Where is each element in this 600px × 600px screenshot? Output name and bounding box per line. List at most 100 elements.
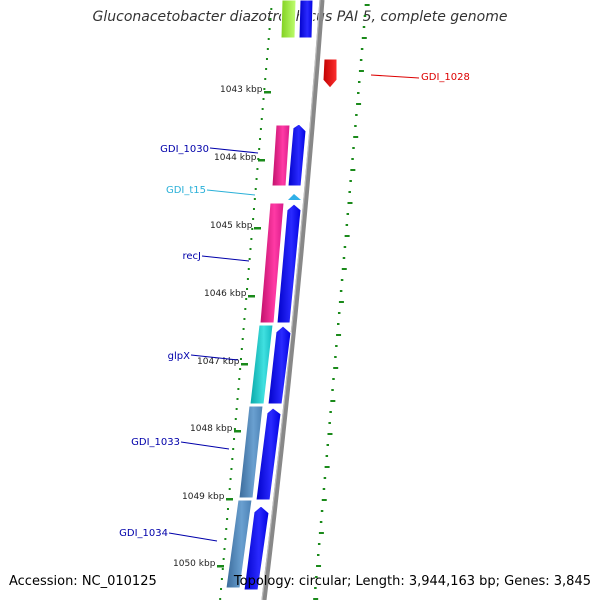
gc-mark xyxy=(221,568,224,570)
gc-mark xyxy=(268,28,271,30)
gene-block-recj xyxy=(259,202,285,324)
trna-gdi-t15 xyxy=(288,194,301,200)
tick-label: 1049 kbp xyxy=(182,492,225,502)
gc-mark xyxy=(337,323,340,325)
gc-mark xyxy=(223,548,226,550)
gc-mark xyxy=(249,248,252,250)
gc-mark xyxy=(225,528,228,530)
gc-mark xyxy=(343,246,347,248)
gc-mark xyxy=(251,228,254,230)
gc-mark xyxy=(315,576,318,578)
gc-mark xyxy=(253,198,256,200)
gene-label: recJ xyxy=(183,251,202,262)
gc-mark xyxy=(314,587,317,589)
gc-mark xyxy=(353,136,359,138)
gc-mark xyxy=(334,356,337,358)
gc-mark xyxy=(250,238,253,240)
gc-mark xyxy=(360,48,364,50)
gc-mark xyxy=(324,466,330,468)
gc-mark xyxy=(243,318,246,320)
gene-labels: GDI_1028 GDI_1030 GDI_t15 recJ glpX GDI_1033 G… xyxy=(119,72,470,542)
gc-mark xyxy=(336,334,342,336)
tick-label: 1045 kbp xyxy=(210,221,253,231)
gc-mark xyxy=(359,59,363,61)
gc-mark xyxy=(358,70,364,72)
gene-label-leader xyxy=(180,441,230,450)
gc-mark xyxy=(341,268,347,270)
gc-mark xyxy=(364,4,370,6)
gc-mark xyxy=(269,18,272,20)
gc-mark xyxy=(239,358,242,360)
reverse-cds-gdi-1028 xyxy=(322,58,338,89)
gc-mark xyxy=(351,158,354,160)
gene-green-partial xyxy=(280,0,297,39)
gc-mark xyxy=(242,328,245,330)
gc-mark xyxy=(226,518,229,520)
gene-label: GDI_t15 xyxy=(166,185,206,196)
tick-label: 1047 kbp xyxy=(197,357,240,367)
gc-mark xyxy=(248,258,251,260)
gc-mark xyxy=(355,114,358,116)
gc-mark xyxy=(267,38,270,40)
gc-mark xyxy=(340,279,344,281)
gc-mark xyxy=(333,367,339,369)
gc-mark xyxy=(349,180,352,182)
gc-mark xyxy=(322,488,326,490)
accession-label: Accession: NC_010125 xyxy=(9,574,157,589)
gc-mark xyxy=(236,398,239,400)
tick-label: 1050 kbp xyxy=(173,559,216,569)
gc-mark xyxy=(352,147,355,149)
gene-label-leader xyxy=(209,147,259,154)
gc-mark xyxy=(233,438,236,440)
forward-cds-top-partial xyxy=(298,0,314,39)
tick-mark xyxy=(248,295,255,298)
gc-mark xyxy=(226,508,229,510)
gc-mark xyxy=(256,168,259,170)
gc-mark xyxy=(245,298,248,300)
gene-block-glpx xyxy=(249,324,274,405)
gc-mark xyxy=(239,368,242,370)
gc-mark xyxy=(356,103,362,105)
gc-mark xyxy=(259,138,262,140)
gc-mark xyxy=(261,108,264,110)
gc-mark xyxy=(328,422,331,424)
gc-mark xyxy=(252,208,255,210)
gc-mark xyxy=(237,388,240,390)
tick-label: 1048 kbp xyxy=(190,424,233,434)
gc-mark xyxy=(266,48,269,50)
gc-mark xyxy=(316,565,322,567)
gc-mark xyxy=(219,598,222,600)
gene-label: GDI_1034 xyxy=(119,528,168,539)
forward-cds-gdi-1030 xyxy=(287,123,307,187)
gc-mark xyxy=(246,288,249,290)
forward-cds-gdi-1033 xyxy=(255,407,282,501)
gc-mark xyxy=(357,92,360,94)
gene-block-gdi-1034 xyxy=(225,499,253,589)
gc-mark xyxy=(254,188,257,190)
tick-mark xyxy=(264,91,271,94)
gc-mark xyxy=(320,510,324,512)
gc-mark xyxy=(260,118,263,120)
gc-mark xyxy=(350,169,356,171)
tick-label: 1044 kbp xyxy=(214,153,257,163)
gene-label: GDI_1030 xyxy=(160,144,209,155)
gc-mark xyxy=(329,411,332,413)
tick-label: 1043 kbp xyxy=(220,85,263,95)
gc-mark xyxy=(220,578,223,580)
gc-mark xyxy=(222,558,225,560)
tick-mark xyxy=(241,363,248,366)
gc-mark xyxy=(240,348,243,350)
gc-mark xyxy=(233,428,236,430)
genome-backbone xyxy=(261,0,325,600)
gene-label: GDI_1028 xyxy=(421,72,470,83)
gc-mark xyxy=(319,521,323,523)
tick-label: 1046 kbp xyxy=(204,289,247,299)
gc-mark xyxy=(323,477,327,479)
gc-mark xyxy=(234,418,237,420)
forward-cds-gdi-1034 xyxy=(243,505,270,591)
gc-mark xyxy=(317,543,321,545)
gc-mark xyxy=(332,378,335,380)
forward-cds-glpx xyxy=(267,325,292,405)
gc-inner-track xyxy=(219,8,273,600)
